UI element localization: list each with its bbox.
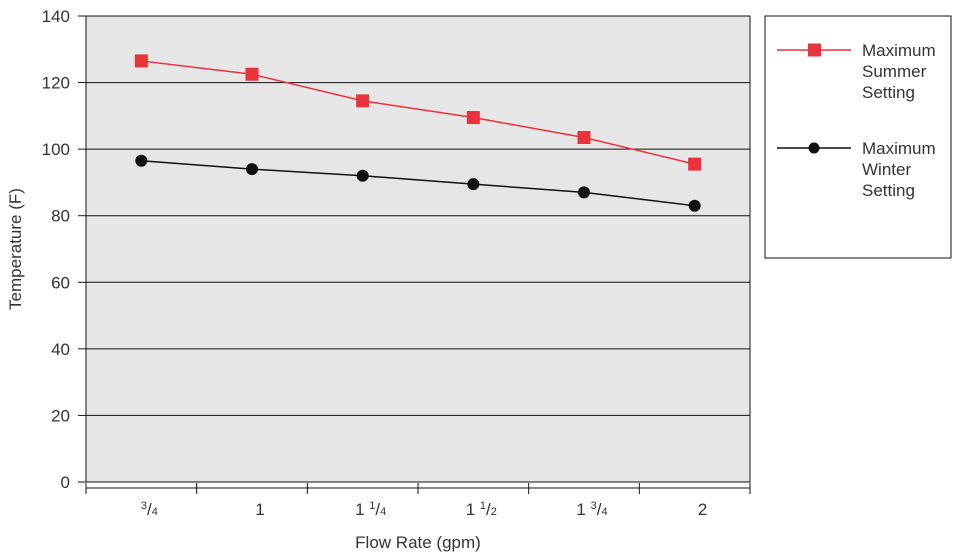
y-tick-label: 60 xyxy=(51,273,70,292)
x-tick-slash: / xyxy=(147,500,152,519)
data-point-circle xyxy=(135,154,148,167)
x-tick-denominator: 4 xyxy=(380,506,386,518)
series-layer xyxy=(134,54,702,212)
x-tick-numerator: 3 xyxy=(591,500,597,512)
series-line-1 xyxy=(141,160,695,207)
y-tick-label: 140 xyxy=(42,7,70,26)
legend-label: Maximum xyxy=(862,139,936,158)
x-tick-label: 1 1/4 xyxy=(355,500,386,519)
data-point-circle xyxy=(688,199,701,212)
data-point-square xyxy=(356,94,370,108)
plot-area xyxy=(85,15,751,483)
data-point-square xyxy=(245,67,259,81)
x-tick-denominator: 4 xyxy=(601,506,607,518)
y-axis-title: Temperature (F) xyxy=(6,188,25,310)
data-point-square xyxy=(577,130,591,144)
data-point-circle xyxy=(356,169,369,182)
y-tick-label: 120 xyxy=(42,74,70,93)
x-tick-whole: 1 xyxy=(576,500,590,519)
x-tick-label: 1 xyxy=(255,500,264,519)
x-tick-denominator: 4 xyxy=(152,506,158,518)
data-point-circle xyxy=(467,178,480,191)
data-point-square xyxy=(134,54,148,68)
x-tick-numerator: 1 xyxy=(480,500,486,512)
x-axis-title: Flow Rate (gpm) xyxy=(355,533,481,552)
x-axis: 3/4 1 1 1/4 1 1/2 1 3/4 2 xyxy=(85,483,751,519)
x-tick-numerator: 1 xyxy=(369,500,375,512)
data-point-square xyxy=(466,111,480,125)
x-tick-whole: 1 xyxy=(466,500,480,519)
x-tick-whole: 1 xyxy=(255,500,264,519)
y-tick-label: 40 xyxy=(51,340,70,359)
y-tick-label: 20 xyxy=(51,406,70,425)
x-tick-slash: / xyxy=(486,500,491,519)
y-tick-label: 100 xyxy=(42,140,70,159)
legend: Maximum Summer Setting Maximum Winter Setting xyxy=(764,15,952,259)
legend-marker-square xyxy=(808,43,821,57)
legend-marker-circle xyxy=(808,142,820,154)
data-point-circle xyxy=(578,186,590,199)
x-tick-label: 2 xyxy=(698,500,707,519)
x-tick-slash: / xyxy=(375,500,380,519)
legend-label: Summer xyxy=(862,62,927,81)
x-tick-label: 1 1/2 xyxy=(466,500,497,519)
legend-box xyxy=(764,15,952,259)
series-line-0 xyxy=(141,60,695,165)
x-tick-slash: / xyxy=(597,500,602,519)
legend-label: Winter xyxy=(862,160,911,179)
data-point-square xyxy=(688,157,702,171)
x-tick-label: 1 3/4 xyxy=(576,500,607,519)
x-tick-whole: 1 xyxy=(355,500,369,519)
gridlines xyxy=(86,82,750,416)
x-tick-label: 3/4 xyxy=(141,500,158,519)
x-tick-whole: 2 xyxy=(698,500,707,519)
y-tick-label: 0 xyxy=(61,473,70,492)
legend-label: Setting xyxy=(862,83,915,102)
legend-label: Setting xyxy=(862,181,915,200)
x-tick-numerator: 3 xyxy=(141,500,147,512)
data-point-circle xyxy=(246,163,258,176)
x-tick-denominator: 2 xyxy=(491,506,497,518)
y-axis: 0 20 40 60 80 100 120 140 xyxy=(42,7,86,492)
y-tick-label: 80 xyxy=(51,207,70,226)
legend-label: Maximum xyxy=(862,41,936,60)
